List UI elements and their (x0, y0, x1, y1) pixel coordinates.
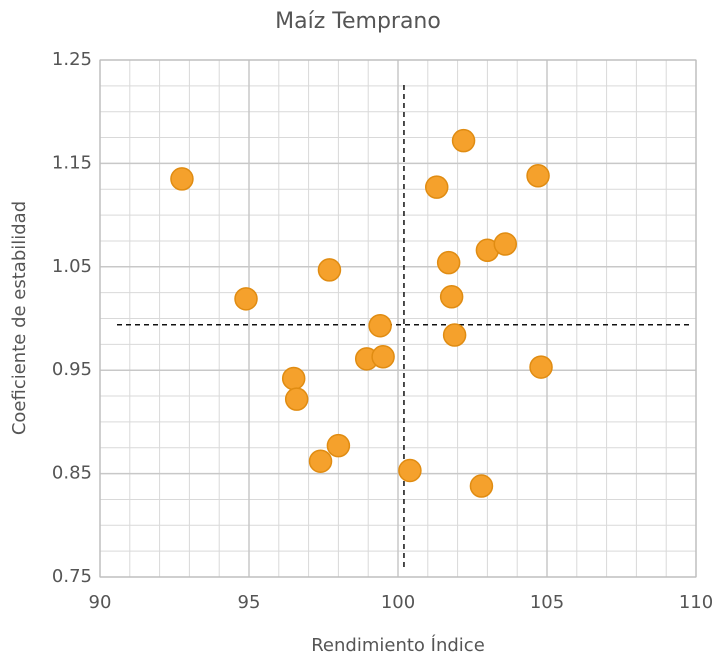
x-tick-label: 105 (530, 592, 564, 613)
y-tick-label: 1.15 (52, 152, 92, 173)
plot-frame (99, 59, 697, 578)
point (436, 250, 461, 275)
x-tick-label: 110 (679, 592, 713, 613)
point (281, 366, 306, 391)
point (442, 323, 467, 347)
y-tick-label: 0.75 (52, 566, 92, 587)
point (284, 387, 309, 411)
x-axis-label: Rendimiento Índice (311, 634, 485, 656)
point (368, 313, 392, 338)
point (529, 355, 553, 379)
y-tick-label: 0.85 (52, 463, 92, 484)
point (170, 167, 194, 191)
point (493, 232, 518, 256)
point (424, 175, 449, 199)
x-tick-label: 90 (89, 592, 112, 613)
x-tick-label: 100 (381, 592, 415, 613)
point (326, 433, 351, 458)
y-tick-label: 1.25 (52, 49, 92, 70)
point (469, 474, 494, 498)
point (439, 285, 464, 309)
point (451, 128, 476, 153)
chart-title: Maíz Temprano (275, 9, 441, 34)
point (317, 258, 342, 282)
y-tick-label: 0.95 (52, 359, 92, 380)
point (371, 345, 395, 369)
point (398, 458, 422, 483)
y-axis-label: Coeficiente de estabilidad (9, 201, 30, 435)
y-tick-label: 1.05 (52, 256, 92, 277)
point (234, 287, 258, 311)
point (308, 449, 333, 473)
x-tick-label: 95 (238, 592, 261, 613)
point (526, 164, 550, 188)
